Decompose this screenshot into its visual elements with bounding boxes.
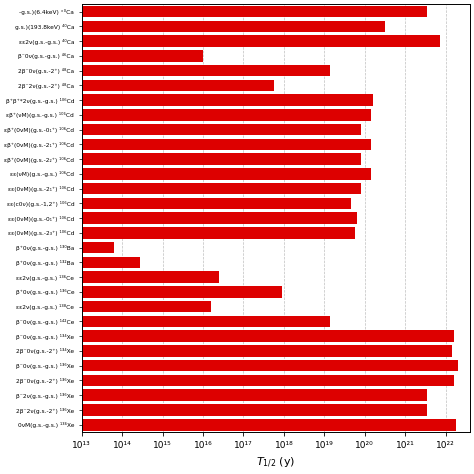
Bar — [82, 109, 371, 120]
Bar — [82, 20, 385, 32]
Bar — [82, 212, 356, 224]
Bar — [82, 35, 439, 47]
Bar — [82, 242, 114, 254]
Bar — [82, 390, 428, 401]
Bar — [82, 360, 458, 372]
Bar — [82, 257, 140, 268]
Bar — [82, 138, 371, 150]
Bar — [82, 301, 211, 312]
Bar — [82, 183, 361, 194]
Bar — [82, 80, 274, 91]
Bar — [82, 404, 428, 416]
Bar — [82, 330, 454, 342]
Bar — [82, 227, 355, 239]
Bar — [82, 50, 203, 62]
Bar — [82, 345, 452, 357]
Bar — [82, 286, 282, 298]
Bar — [82, 168, 371, 180]
Bar — [82, 419, 456, 430]
Bar — [82, 272, 219, 283]
X-axis label: $T_{1/2}$ (y): $T_{1/2}$ (y) — [256, 456, 295, 470]
Bar — [82, 375, 454, 386]
Bar — [82, 198, 351, 209]
Bar — [82, 154, 361, 165]
Bar — [82, 94, 373, 106]
Bar — [82, 65, 330, 76]
Bar — [82, 6, 428, 18]
Bar — [82, 124, 361, 136]
Bar — [82, 316, 330, 327]
